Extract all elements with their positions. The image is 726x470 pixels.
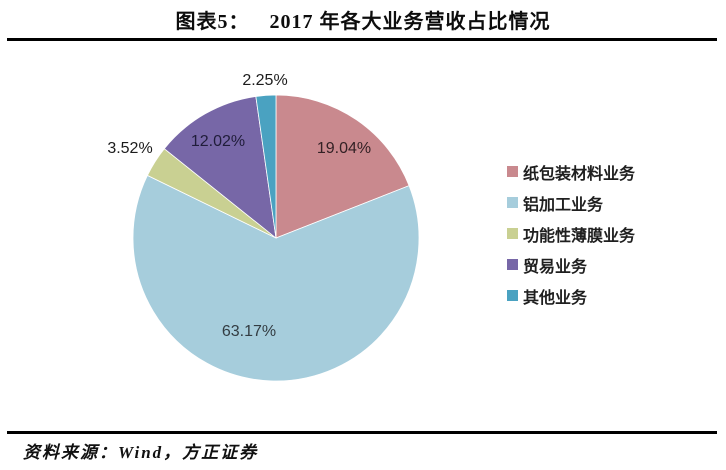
chart-title-text: 2017 年各大业务营收占比情况 <box>269 11 551 33</box>
pie-slice-paper-packaging-materials <box>275 94 410 239</box>
legend-swatch-trading <box>507 259 518 270</box>
legend-label-paper-packaging-materials: 纸包装材料业务 <box>523 165 636 183</box>
legend-swatch-paper-packaging-materials <box>507 166 518 177</box>
legend-label-functional-film: 功能性薄膜业务 <box>523 227 636 245</box>
legend-swatch-functional-film <box>507 228 518 239</box>
title-divider <box>7 38 717 41</box>
pie-slice-trading <box>163 95 277 239</box>
legend-item-trading: 贸易业务 <box>507 249 635 280</box>
legend-swatch-aluminum-processing <box>507 197 518 208</box>
legend-item-functional-film: 功能性薄膜业务 <box>507 218 635 249</box>
legend-item-other: 其他业务 <box>507 280 635 311</box>
footer-divider <box>7 431 717 434</box>
pie-value-label-aluminum-processing: 63.17% <box>221 323 277 340</box>
legend-item-paper-packaging-materials: 纸包装材料业务 <box>507 156 635 187</box>
figure-label: 图表5： <box>175 11 250 33</box>
pie-value-label-paper-packaging-materials: 19.04% <box>316 140 372 157</box>
pie-value-label-other: 2.25% <box>242 72 288 89</box>
legend-swatch-other <box>507 290 518 301</box>
legend: 纸包装材料业务 铝加工业务功能性薄膜业务 贸易业务其他业务 <box>507 156 635 311</box>
chart-title: 图表5： 2017 年各大业务营收占比情况 <box>0 5 726 34</box>
pie-slice-other <box>255 94 277 239</box>
pie-value-label-trading: 12.02% <box>190 133 246 150</box>
pie-value-label-functional-film: 3.52% <box>107 140 153 157</box>
legend-label-aluminum-processing: 铝加工业务 <box>523 196 604 214</box>
source-note: 资料来源：Wind，方正证券 <box>23 443 259 462</box>
legend-label-other: 其他业务 <box>523 289 588 307</box>
legend-item-aluminum-processing: 铝加工业务 <box>507 187 635 218</box>
legend-label-trading: 贸易业务 <box>523 258 588 276</box>
pie-slice-aluminum-processing <box>132 174 420 382</box>
